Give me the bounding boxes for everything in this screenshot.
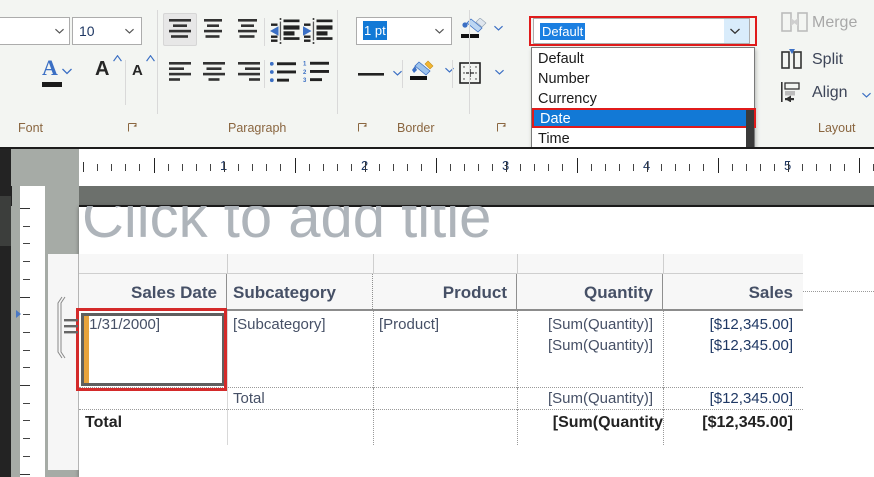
svg-text:3: 3 [303, 78, 307, 83]
svg-text:1: 1 [303, 62, 307, 68]
svg-text:2: 2 [303, 70, 307, 76]
